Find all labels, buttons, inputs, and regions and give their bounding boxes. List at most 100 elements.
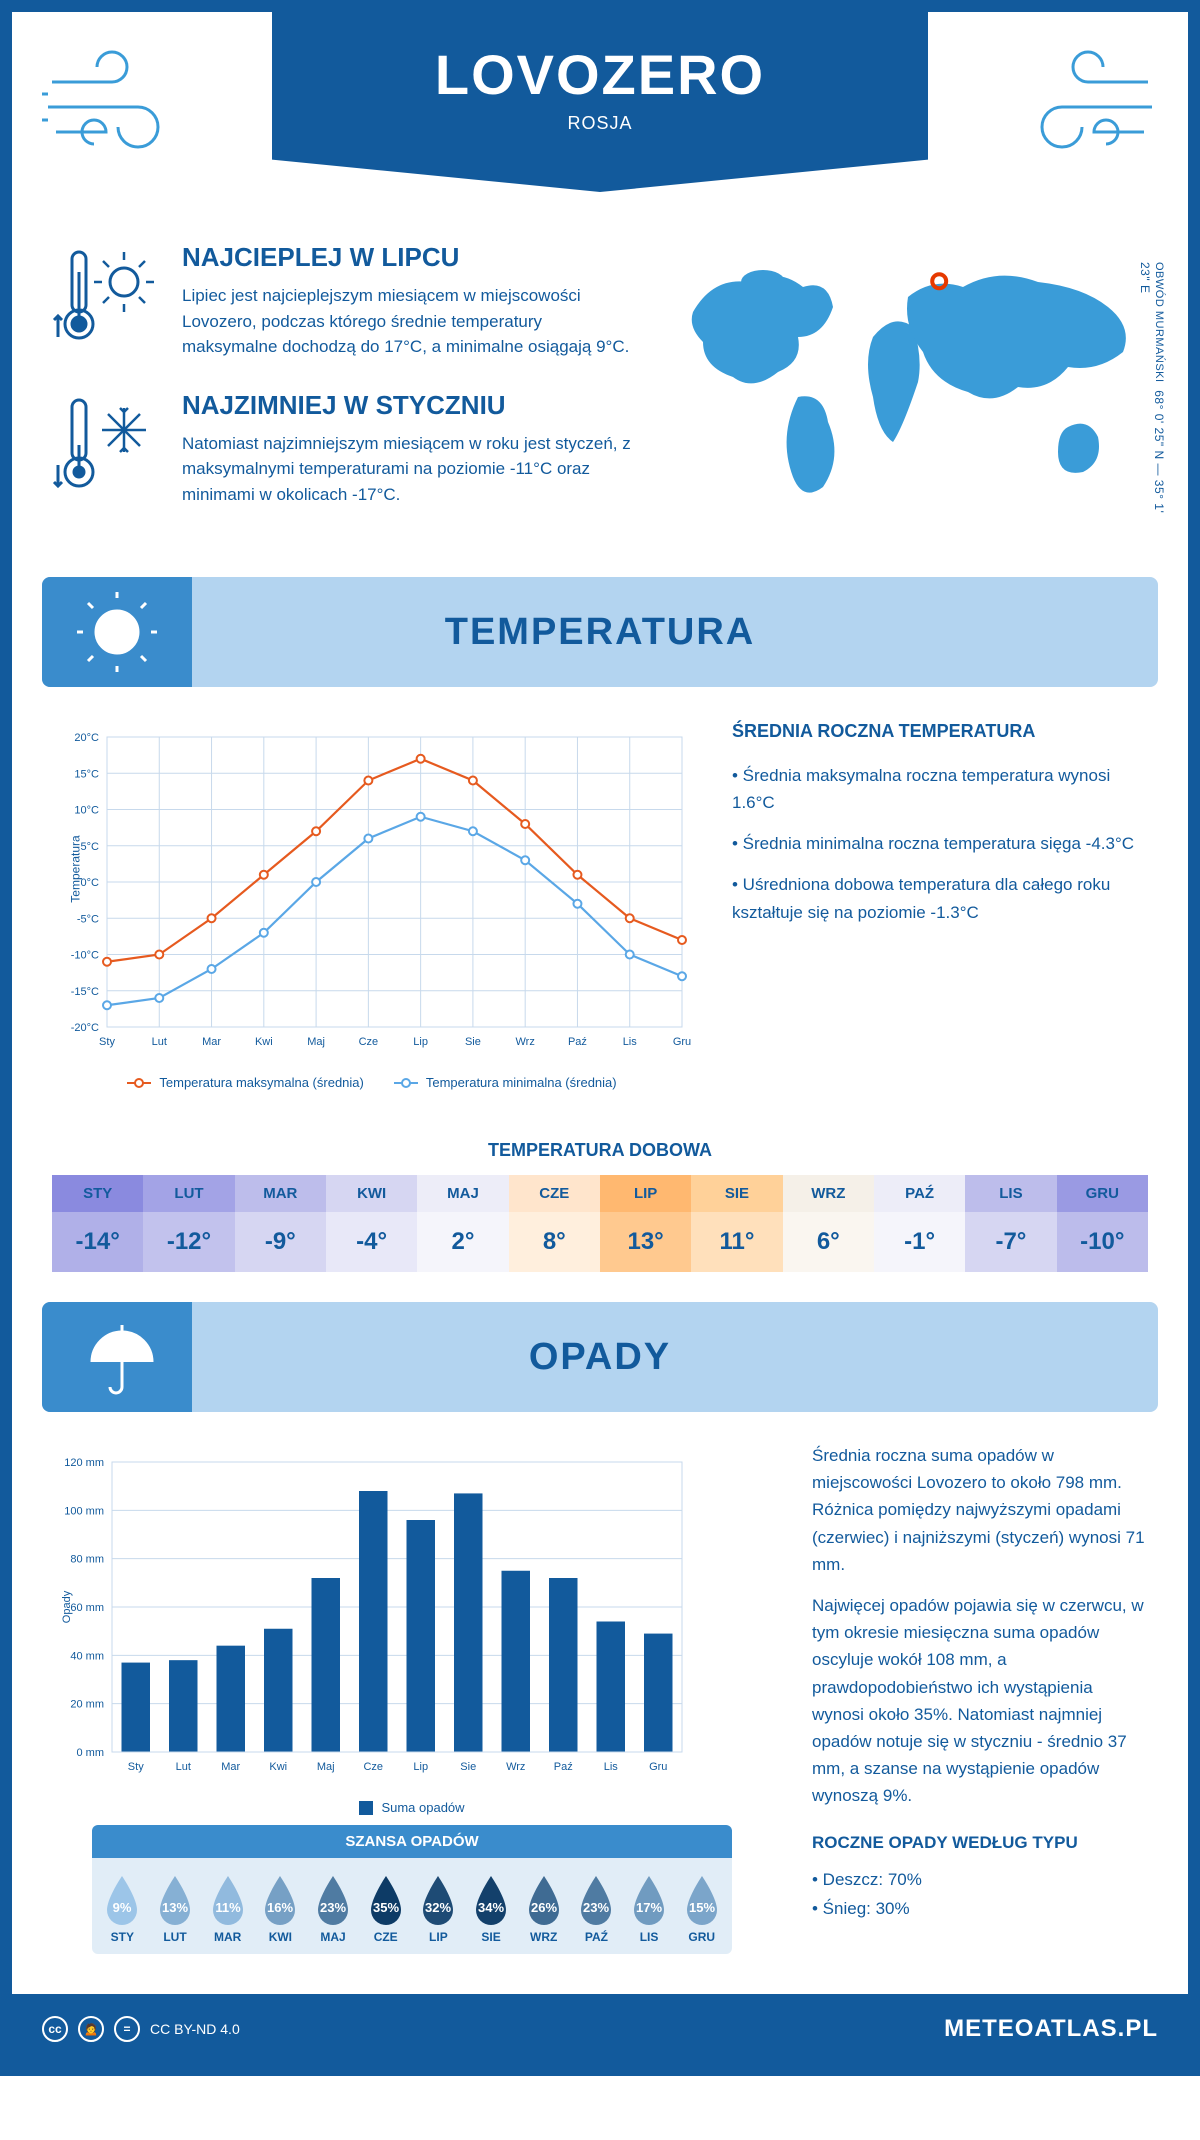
svg-text:Maj: Maj [307,1036,325,1048]
cc-icon: cc [42,2016,68,2042]
license-label: CC BY-ND 4.0 [150,2021,240,2037]
header: LOVOZERO ROSJA [12,12,1188,212]
temperature-line-chart: Temperatura -20°C-15°C-10°C-5°C0°C5°C10°… [52,717,692,1090]
svg-text:Lut: Lut [176,1761,191,1773]
svg-text:-5°C: -5°C [77,913,99,925]
svg-text:Mar: Mar [221,1761,240,1773]
svg-text:Mar: Mar [202,1036,221,1048]
temperature-heading: TEMPERATURA [445,611,756,654]
daily-cell: PAŹ -1° [874,1175,965,1272]
temperature-section-banner: TEMPERATURA [42,577,1158,687]
svg-text:80 mm: 80 mm [70,1554,104,1566]
temp-bullet: • Uśredniona dobowa temperatura dla całe… [732,871,1148,925]
coldest-text: Natomiast najzimniejszym miesiącem w rok… [182,431,638,508]
precip-summary: Średnia roczna suma opadów w miejscowośc… [812,1442,1148,1984]
warmest-block: NAJCIEPLEJ W LIPCU Lipiec jest najcieple… [52,242,638,360]
drop-cell: 23% MAJ [307,1872,360,1944]
daily-cell: WRZ 6° [783,1175,874,1272]
drop-cell: 15% GRU [675,1872,728,1944]
svg-text:15°C: 15°C [74,768,99,780]
daily-cell: LIS -7° [965,1175,1056,1272]
thermometer-snow-icon [52,390,162,500]
drop-cell: 34% SIE [465,1872,518,1944]
temp-bullet: • Średnia minimalna roczna temperatura s… [732,830,1148,857]
svg-text:Cze: Cze [363,1761,383,1773]
precip-chance-panel: SZANSA OPADÓW 9% STY 13% LUT 11% MAR 16% [92,1825,732,1954]
svg-text:34%: 34% [478,1900,504,1915]
svg-text:13%: 13% [162,1900,188,1915]
precip-heading: OPADY [529,1336,671,1379]
coldest-title: NAJZIMNIEJ W STYCZNIU [182,390,638,421]
temperature-summary: ŚREDNIA ROCZNA TEMPERATURA • Średnia mak… [732,717,1148,1090]
precip-section-banner: OPADY [42,1302,1158,1412]
svg-text:Sie: Sie [465,1036,481,1048]
svg-text:Paź: Paź [568,1036,587,1048]
thermometer-sun-icon [52,242,162,352]
svg-text:Lis: Lis [623,1036,638,1048]
warmest-title: NAJCIEPLEJ W LIPCU [182,242,638,273]
svg-text:Lis: Lis [604,1761,619,1773]
svg-text:26%: 26% [531,1900,557,1915]
precip-type-item: • Deszcz: 70% [812,1866,1148,1895]
svg-text:Opady: Opady [61,1590,73,1623]
drop-cell: 32% LIP [412,1872,465,1944]
svg-text:15%: 15% [689,1900,715,1915]
coldest-block: NAJZIMNIEJ W STYCZNIU Natomiast najzimni… [52,390,638,508]
svg-text:Paź: Paź [554,1761,573,1773]
svg-text:Sty: Sty [128,1761,144,1773]
daily-cell: CZE 8° [509,1175,600,1272]
svg-text:17%: 17% [636,1900,662,1915]
drop-cell: 17% LIS [623,1872,676,1944]
daily-cell: MAR -9° [235,1175,326,1272]
precip-type-item: • Śnieg: 30% [812,1895,1148,1924]
svg-text:10°C: 10°C [74,805,99,817]
wind-swirl-icon [978,42,1158,172]
coordinates-label: OBWÓD MURMAŃSKI 68° 0' 25" N — 35° 1' 23… [1138,262,1166,527]
footer: cc 🙍 = CC BY-ND 4.0 METEOATLAS.PL [12,1994,1188,2064]
temperature-legend: Temperatura maksymalna (średnia) Tempera… [52,1075,692,1090]
world-map: OBWÓD MURMAŃSKI 68° 0' 25" N — 35° 1' 23… [668,242,1148,527]
location-title: LOVOZERO [272,42,928,107]
svg-text:23%: 23% [583,1900,609,1915]
svg-text:Lip: Lip [413,1761,428,1773]
svg-text:Gru: Gru [673,1036,691,1048]
daily-temp-title: TEMPERATURA DOBOWA [12,1140,1188,1161]
by-icon: 🙍 [78,2016,104,2042]
daily-cell: LIP 13° [600,1175,691,1272]
daily-temp-table: STY -14° LUT -12° MAR -9° KWI -4° MAJ 2°… [52,1175,1148,1272]
svg-text:11%: 11% [215,1900,241,1915]
drop-cell: 16% KWI [254,1872,307,1944]
drop-cell: 23% PAŹ [570,1872,623,1944]
temp-bullet: • Średnia maksymalna roczna temperatura … [732,762,1148,816]
svg-text:100 mm: 100 mm [64,1505,104,1517]
svg-text:-10°C: -10°C [71,950,99,962]
svg-text:9%: 9% [113,1900,132,1915]
svg-text:Lut: Lut [152,1036,167,1048]
precip-bar-chart: 0 mm20 mm40 mm60 mm80 mm100 mm120 mmStyL… [52,1442,692,1792]
svg-text:Sie: Sie [460,1761,476,1773]
svg-text:60 mm: 60 mm [70,1602,104,1614]
sun-icon [77,592,157,672]
daily-cell: STY -14° [52,1175,143,1272]
svg-text:Kwi: Kwi [255,1036,273,1048]
svg-text:Wrz: Wrz [516,1036,535,1048]
drop-cell: 13% LUT [149,1872,202,1944]
drop-cell: 26% WRZ [517,1872,570,1944]
svg-text:Maj: Maj [317,1761,335,1773]
svg-text:Kwi: Kwi [269,1761,287,1773]
svg-text:32%: 32% [425,1900,451,1915]
svg-text:0 mm: 0 mm [77,1747,105,1759]
svg-text:Lip: Lip [413,1036,428,1048]
title-banner: LOVOZERO ROSJA [272,12,928,192]
svg-text:40 mm: 40 mm [70,1650,104,1662]
svg-text:-20°C: -20°C [71,1022,99,1034]
svg-text:Gru: Gru [649,1761,667,1773]
precip-legend: Suma opadów [52,1800,772,1815]
site-name: METEOATLAS.PL [944,2015,1158,2043]
drop-cell: 9% STY [96,1872,149,1944]
umbrella-icon [77,1317,157,1397]
svg-text:Cze: Cze [359,1036,379,1048]
svg-text:20°C: 20°C [74,732,99,744]
daily-cell: KWI -4° [326,1175,417,1272]
daily-cell: MAJ 2° [417,1175,508,1272]
